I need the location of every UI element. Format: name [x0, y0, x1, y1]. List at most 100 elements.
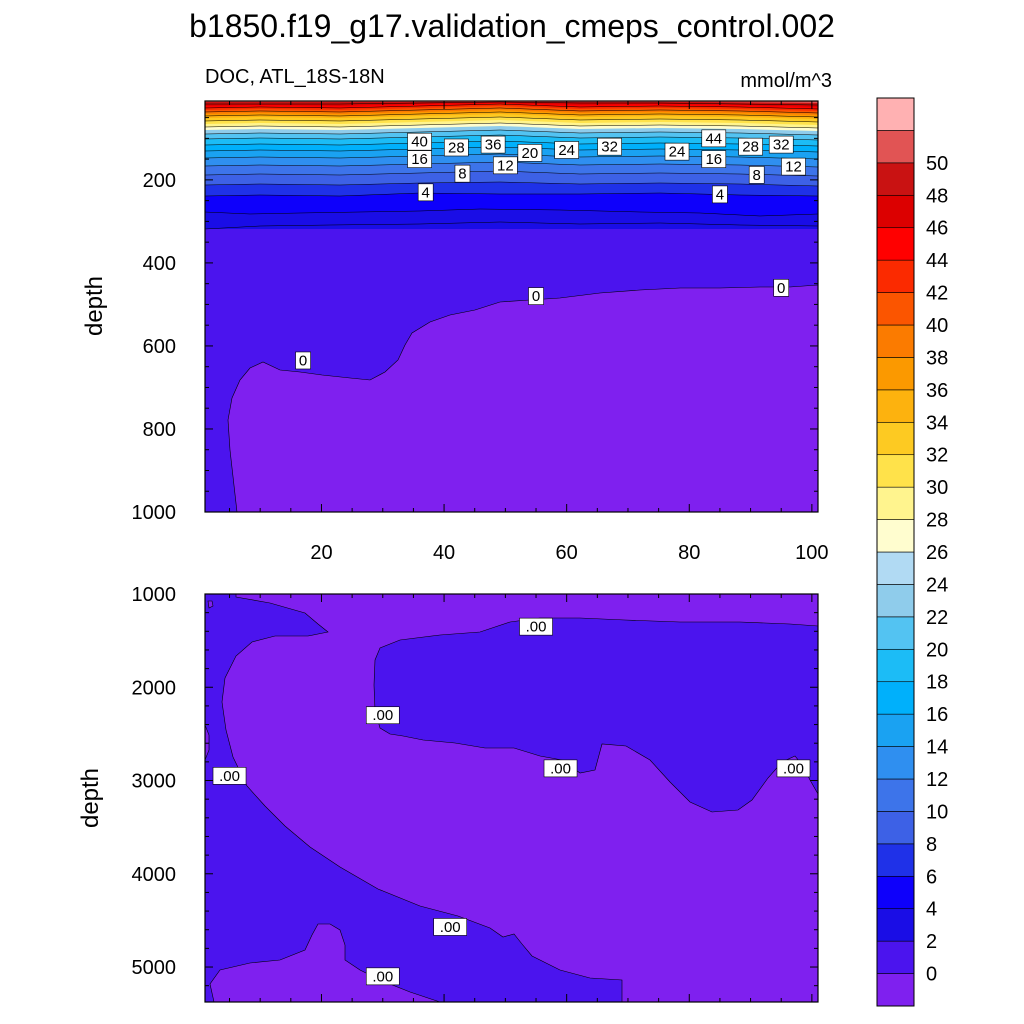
contour-label: .00 [433, 918, 468, 936]
contour-label: .00 [543, 759, 578, 778]
contour-label-text: 20 [522, 145, 539, 162]
colorbar-tick-label: 22 [926, 607, 948, 629]
y-tick-label: 4000 [132, 864, 177, 886]
colorbar: 0246810121416182022242628303234363840424… [876, 97, 948, 1007]
contour-label-box [554, 141, 579, 159]
contour-label-box [417, 183, 434, 202]
colorbar-swatch [876, 875, 915, 910]
colorbar-swatch [876, 227, 915, 261]
contour-label-box [701, 150, 727, 168]
contour-label-box [776, 759, 811, 778]
colorbar-swatch [876, 421, 915, 456]
contour-label: 0 [528, 287, 544, 305]
y-tick-label: 400 [143, 253, 176, 275]
contour-label-text: 44 [705, 130, 722, 147]
colorbar-swatch [876, 973, 915, 1007]
contour-label: 12 [781, 157, 806, 176]
contour-label: 8 [454, 164, 471, 183]
contour-label-text: .00 [550, 760, 571, 777]
colorbar-swatch [876, 162, 915, 196]
colorbar-swatch [876, 746, 915, 780]
colorbar-tick-label: 0 [926, 964, 937, 986]
colorbar-swatch [876, 843, 915, 877]
colorbar-tick-label: 4 [926, 899, 937, 921]
colorbar-swatch [876, 908, 915, 942]
lower-zero-region-main [221, 594, 818, 1002]
colorbar-tick-label: 34 [926, 412, 948, 434]
contour-label-box [543, 759, 578, 778]
contour-label: 0 [773, 279, 790, 297]
y-tick-label: 1000 [132, 584, 177, 606]
colorbar-swatch [876, 292, 915, 326]
colorbar-swatch [876, 681, 915, 715]
contour-label-box [701, 129, 727, 148]
upper-zero-region [227, 284, 818, 512]
colorbar-tick-label: 42 [926, 283, 948, 305]
colorbar-swatch [876, 648, 915, 683]
contour-label: 24 [554, 141, 579, 159]
figure-title: b1850.f19_g17.validation_cmeps_control.0… [189, 8, 835, 44]
contour-label-box [519, 617, 553, 636]
contour-label: .00 [365, 967, 400, 985]
colorbar-tick-label: 30 [926, 477, 948, 499]
contour-label-text: 28 [448, 139, 465, 156]
contour-label-text: 24 [558, 142, 575, 159]
x-tick-label: 20 [310, 542, 332, 564]
colorbar-tick-label: 32 [926, 445, 948, 467]
contour-label-text: 40 [411, 134, 428, 151]
contour-label-text: 28 [742, 139, 759, 156]
colorbar-tick-label: 44 [926, 250, 948, 272]
colorbar-tick-label: 36 [926, 380, 948, 402]
contour-label-text: 24 [669, 144, 686, 161]
contour-label: 0 [295, 351, 311, 369]
contour-label-text: .00 [440, 919, 461, 936]
colorbar-swatch [876, 811, 915, 845]
lower-y-axis-label: depth [77, 768, 104, 828]
colorbar-tick-label: 50 [926, 153, 948, 175]
contour-label-text: .00 [526, 619, 547, 636]
contour-label-box [365, 706, 400, 725]
contour-label-box [493, 156, 518, 175]
colorbar-swatch [876, 551, 915, 585]
contour-label-text: 12 [497, 157, 514, 174]
colorbar-swatch [876, 454, 915, 488]
contour-label-box [781, 157, 806, 176]
y-tick-label: 1000 [132, 502, 177, 524]
contour-label: 40 [407, 132, 432, 151]
lower-plot-frame [204, 593, 819, 1003]
y-tick-label: 600 [143, 336, 176, 358]
colorbar-swatch [876, 130, 915, 164]
contour-label-text: .00 [372, 707, 393, 724]
contour-label: 20 [517, 144, 543, 162]
contour-label-box [212, 767, 247, 785]
colorbar-tick-label: 14 [926, 737, 948, 759]
contour-label-box [738, 137, 763, 156]
upper-y-axis-label: depth [81, 276, 108, 336]
contour-label-box [768, 135, 794, 154]
contour-label: 32 [768, 135, 794, 154]
contour-label-box [597, 137, 622, 156]
colorbar-swatch [876, 324, 915, 358]
colorbar-swatch [876, 259, 915, 293]
contour-label-text: 8 [458, 166, 466, 183]
colorbar-frame [876, 97, 915, 1007]
contour-label: 4 [417, 183, 434, 202]
y-tick-label: 800 [143, 419, 176, 441]
contour-label: .00 [776, 759, 811, 778]
colorbar-swatch [876, 616, 915, 650]
colorbar-swatch [876, 584, 915, 618]
colorbar-tick-label: 10 [926, 801, 948, 823]
colorbar-tick-label: 38 [926, 347, 948, 369]
contour-label-box [664, 142, 690, 161]
contour-label-box [407, 150, 432, 168]
x-tick-label: 60 [556, 542, 578, 564]
contour-label-text: 4 [422, 184, 430, 201]
colorbar-tick-label: 40 [926, 315, 948, 337]
contour-label: 24 [664, 142, 690, 161]
contour-label-text: 4 [716, 186, 724, 203]
contour-label: 28 [738, 137, 763, 156]
lower-ticks: 1000 2000 3000 4000 5000 [132, 584, 818, 1002]
colorbar-swatch [876, 519, 915, 553]
